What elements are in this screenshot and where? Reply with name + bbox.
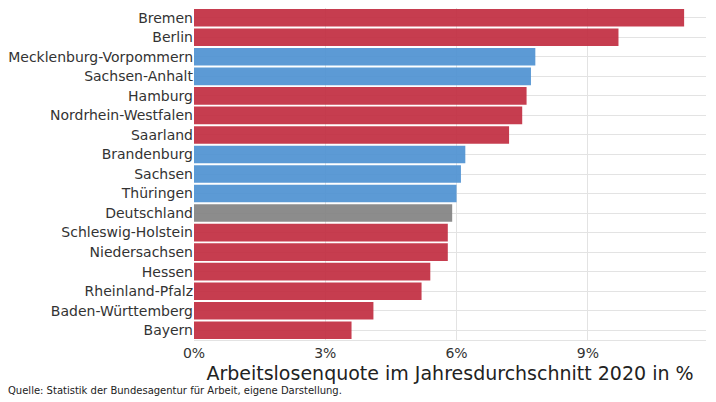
svg-text:6%: 6% xyxy=(445,345,467,361)
svg-text:3%: 3% xyxy=(314,345,336,361)
svg-text:Deutschland: Deutschland xyxy=(105,205,193,221)
svg-text:Rheinland-Pfalz: Rheinland-Pfalz xyxy=(85,283,193,299)
svg-text:Thüringen: Thüringen xyxy=(121,185,193,201)
svg-text:9%: 9% xyxy=(577,345,599,361)
svg-text:Quelle: Statistik der Bundesag: Quelle: Statistik der Bundesagentur für … xyxy=(8,385,342,396)
svg-text:Nordrhein-Westfalen: Nordrhein-Westfalen xyxy=(50,107,193,123)
svg-text:Bayern: Bayern xyxy=(144,322,193,338)
svg-text:0%: 0% xyxy=(183,345,205,361)
svg-text:Berlin: Berlin xyxy=(152,29,193,45)
svg-text:Niedersachsen: Niedersachsen xyxy=(90,244,193,260)
svg-text:Arbeitslosenquote im Jahresdur: Arbeitslosenquote im Jahresdurchschnitt … xyxy=(206,362,693,384)
svg-text:Bremen: Bremen xyxy=(138,10,193,26)
svg-text:Hamburg: Hamburg xyxy=(128,88,193,104)
svg-text:Hessen: Hessen xyxy=(142,264,193,280)
svg-text:Brandenburg: Brandenburg xyxy=(102,146,193,162)
svg-text:Saarland: Saarland xyxy=(131,127,193,143)
svg-text:Sachsen: Sachsen xyxy=(134,166,193,182)
svg-text:Mecklenburg-Vorpommern: Mecklenburg-Vorpommern xyxy=(8,49,193,65)
svg-text:Sachsen-Anhalt: Sachsen-Anhalt xyxy=(84,68,193,84)
svg-text:Baden-Württemberg: Baden-Württemberg xyxy=(51,303,193,319)
svg-text:Schleswig-Holstein: Schleswig-Holstein xyxy=(61,224,193,240)
